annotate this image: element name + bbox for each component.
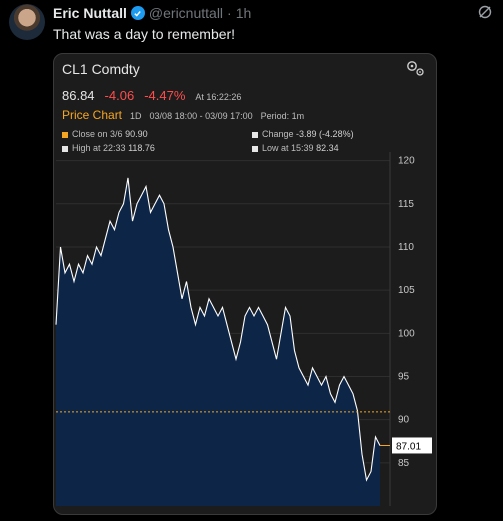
close-value: 90.90 xyxy=(125,129,148,139)
price-chart-label: Price Chart xyxy=(62,108,123,122)
price-chart[interactable]: 85 90 95 100 105 110 115 120 87.01 xyxy=(54,54,436,514)
stats-right: Change -3.89 (-4.28%) Low at 15:39 82.34 xyxy=(252,127,354,155)
low-value: 82.34 xyxy=(316,143,339,153)
stat-high: High at 22:33 118.76 xyxy=(62,141,155,155)
verified-badge-icon xyxy=(130,6,145,20)
chart-info-row: Price Chart 1D 03/08 18:00 - 03/09 17:00… xyxy=(62,108,304,122)
y-tick-label: 95 xyxy=(398,371,410,382)
stats-left: Close on 3/6 90.90 High at 22:33 118.76 xyxy=(62,127,155,155)
high-label: High at 22:33 xyxy=(72,143,126,153)
price-change: -4.06 xyxy=(104,88,135,103)
y-tick-label: 120 xyxy=(398,156,415,167)
change-label: Change xyxy=(262,129,294,139)
price-change-pct: -4.47% xyxy=(144,88,186,103)
tweet-text: That was a day to remember! xyxy=(53,26,236,42)
high-swatch xyxy=(62,145,68,152)
y-tick-label: 85 xyxy=(398,458,410,469)
quote-time: At 16:22:26 xyxy=(195,92,242,102)
current-price-tag-label: 87.01 xyxy=(396,441,421,452)
tweet-time[interactable]: 1h xyxy=(235,5,252,21)
tweet-header: Eric Nuttall @ericnuttall · 1h xyxy=(53,5,251,21)
author-name[interactable]: Eric Nuttall xyxy=(53,5,127,21)
low-label: Low at 15:39 xyxy=(262,143,314,153)
price-area xyxy=(56,177,380,506)
close-swatch xyxy=(62,131,68,138)
stat-close: Close on 3/6 90.90 xyxy=(62,127,155,141)
grok-icon[interactable] xyxy=(477,4,493,20)
author-handle[interactable]: @ericnuttall xyxy=(148,5,224,21)
y-tick-label: 100 xyxy=(398,328,415,339)
stat-change: Change -3.89 (-4.28%) xyxy=(252,127,354,141)
change-value: -3.89 (-4.28%) xyxy=(296,129,354,139)
last-price: 86.84 xyxy=(62,88,95,103)
chart-card[interactable]: CL1 Comdty 86.84 -4.06 -4.47% At 16:22:2… xyxy=(53,53,437,515)
date-range: 03/08 18:00 - 03/09 17:00 xyxy=(149,111,253,121)
y-tick-label: 105 xyxy=(398,285,415,296)
separator: · xyxy=(227,5,232,21)
y-tick-label: 90 xyxy=(398,415,410,426)
close-label: Close on 3/6 xyxy=(72,129,123,139)
period-code: 1D xyxy=(130,111,142,121)
stat-low: Low at 15:39 82.34 xyxy=(252,141,354,155)
gears-icon[interactable] xyxy=(404,59,426,77)
price-line xyxy=(55,177,381,482)
ticker-title: CL1 Comdty xyxy=(62,61,140,77)
low-swatch xyxy=(252,145,258,152)
quote-row: 86.84 -4.06 -4.47% At 16:22:26 xyxy=(62,88,241,103)
period: Period: 1m xyxy=(260,111,305,121)
change-swatch xyxy=(252,131,258,138)
avatar[interactable] xyxy=(9,4,45,40)
y-tick-label: 110 xyxy=(398,242,414,253)
y-tick-label: 115 xyxy=(398,199,414,210)
high-value: 118.76 xyxy=(128,143,155,153)
current-price-tag xyxy=(392,437,432,454)
